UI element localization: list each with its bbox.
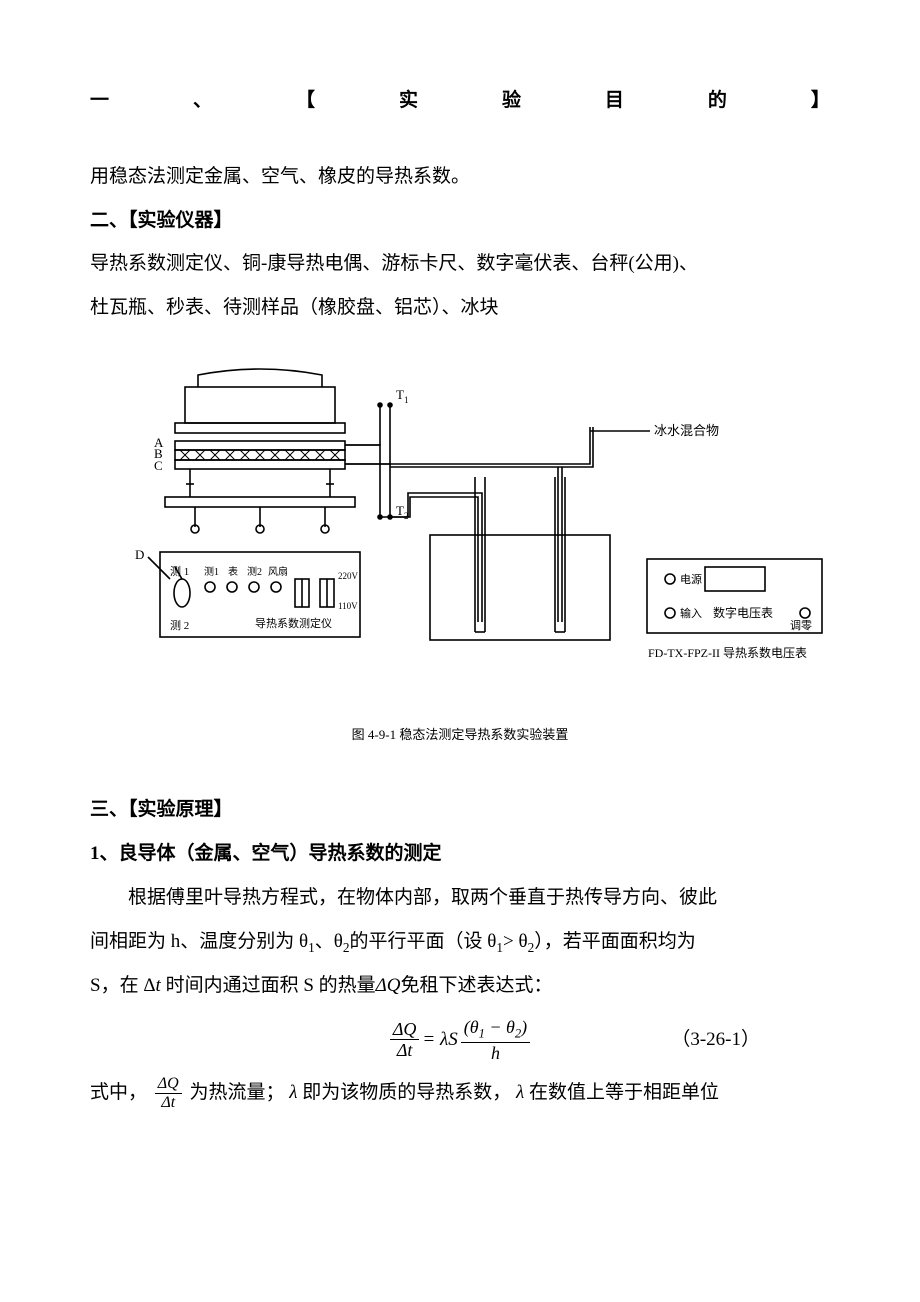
equation-3-26-1: ΔQ Δt = λS (θ1 − θ2) h （3-26-1） (90, 1018, 830, 1061)
section-heading-3-1: 1、良导体（金属、空气）导热系数的测定 (90, 833, 830, 875)
label-110v: 110V (338, 601, 358, 611)
heading-char: 一 (90, 80, 109, 122)
heading-char: 目 (605, 80, 624, 122)
principle-para-4: 式中， ΔQ Δt 为热流量； λ 即为该物质的导热系数， λ 在数值上等于相距… (90, 1072, 830, 1114)
para-instruments-1: 导热系数测定仪、铜-康导热电偶、游标卡尺、数字毫伏表、台秤(公用)、 (90, 243, 830, 285)
heading-char: 验 (502, 80, 521, 122)
principle-para-1: 根据傅里叶导热方程式，在物体内部，取两个垂直于热传导方向、彼此 (90, 877, 830, 919)
heading-char: 】 (811, 80, 830, 122)
label-ice-water: 冰水混合物 (654, 423, 719, 438)
section-heading-2: 二、【实验仪器】 (90, 200, 830, 242)
fraction-theta-h: (θ1 − θ2) h (461, 1018, 530, 1061)
figure-caption: 图 4-9-1 稳态法测定导热系数实验装置 (90, 721, 830, 750)
label-power: 电源 (680, 572, 702, 586)
label-fengshan: 风扇 (268, 565, 288, 578)
heading-char: 实 (399, 80, 418, 122)
apparatus-figure: A B C D T1 T2 冰水混合物 测 1 测 2 测1 表 测2 风扇 2… (90, 357, 830, 749)
heading-char: 的 (708, 80, 727, 122)
para-instruments-2: 杜瓦瓶、秒表、待测样品（橡胶盘、铝芯）、冰块 (90, 287, 830, 329)
label-ce2: 测 2 (170, 619, 189, 632)
label-T2: T2 (396, 503, 408, 521)
fraction-inline: ΔQ Δt (155, 1076, 182, 1111)
principle-para-2: 间相距为 h、温度分别为 θ1、θ2的平行平面（设 θ1> θ2），若平面面积均… (90, 921, 830, 963)
label-zero: 调零 (790, 619, 812, 632)
label-voltmeter: 数字电压表 (713, 605, 773, 620)
equation-number: （3-26-1） (671, 1019, 760, 1061)
label-D: D (135, 547, 144, 562)
principle-para-3: S，在 Δt 时间内通过面积 S 的热量ΔQ免租下述表达式： (90, 965, 830, 1007)
label-biao: 表 (228, 565, 238, 578)
heading-char: 、 (193, 80, 212, 122)
para-purpose: 用稳态法测定金属、空气、橡皮的导热系数。 (90, 156, 830, 198)
section-heading-3: 三、【实验原理】 (90, 789, 830, 831)
label-model: FD-TX-FPZ-II 导热系数电压表 (648, 645, 807, 660)
label-220v: 220V (338, 571, 359, 581)
fraction-dQ-dt: ΔQ Δt (390, 1020, 420, 1059)
label-input: 输入 (680, 606, 702, 620)
section-heading-1: 一 、 【 实 验 目 的 】 (90, 80, 830, 122)
label-ce1b: 测1 (204, 565, 219, 578)
label-ce1: 测 1 (170, 565, 189, 578)
label-device: 导热系数测定仪 (255, 616, 332, 630)
apparatus-svg: A B C D T1 T2 冰水混合物 测 1 测 2 测1 表 测2 风扇 2… (90, 357, 830, 697)
label-ce2b: 测2 (247, 565, 262, 578)
heading-char: 【 (296, 80, 315, 122)
label-T1: T1 (396, 387, 408, 405)
label-C: C (154, 458, 163, 473)
